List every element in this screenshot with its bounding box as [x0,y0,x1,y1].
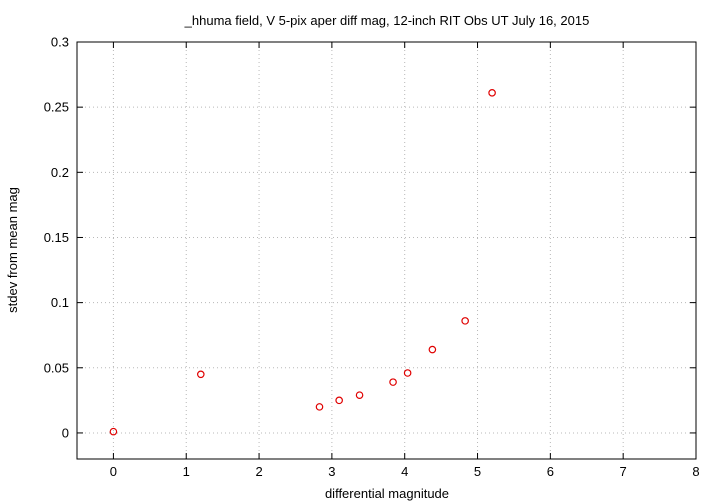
x-tick-label: 1 [183,464,190,479]
data-point [197,370,205,379]
y-tick-label: 0.15 [44,230,69,245]
y-tick-labels: 0 0.05 0.1 0.15 0.2 0.25 0.3 [44,35,69,441]
x-tick-label: 2 [255,464,262,479]
y-tick-label: 0.05 [44,360,69,375]
data-point [488,89,496,97]
x-tick-label: 4 [401,464,408,479]
y-tick-label: 0.25 [44,100,69,115]
data-point [461,317,469,325]
plot-frame [76,41,697,460]
x-tick-label: 7 [620,464,627,479]
x-tick-label: 3 [328,464,335,479]
data-point [403,369,412,377]
y-tick-label: 0.3 [51,35,69,50]
data-point [428,345,437,354]
x-tick-label: 6 [547,464,554,479]
data-point [335,396,343,405]
data-point [389,378,397,386]
data-point [355,391,364,399]
x-axis-label: differential magnitude [325,486,449,501]
x-tick-labels: 0 1 2 3 4 5 6 7 8 [110,464,700,479]
y-axis-label: stdev from mean mag [5,187,20,313]
x-tick-label: 0 [110,464,117,479]
x-tick-label: 8 [692,464,699,479]
y-tick-label: 0.1 [51,295,69,310]
data-points [109,89,496,436]
data-point [109,427,118,436]
y-tick-label: 0.2 [51,165,69,180]
grid-lines [77,42,696,459]
data-point [315,403,324,411]
chart-title: _hhuma field, V 5-pix aper diff mag, 12-… [184,13,590,28]
y-tick-label: 0 [62,425,69,440]
x-tick-label: 5 [474,464,481,479]
axis-ticks [77,41,697,459]
